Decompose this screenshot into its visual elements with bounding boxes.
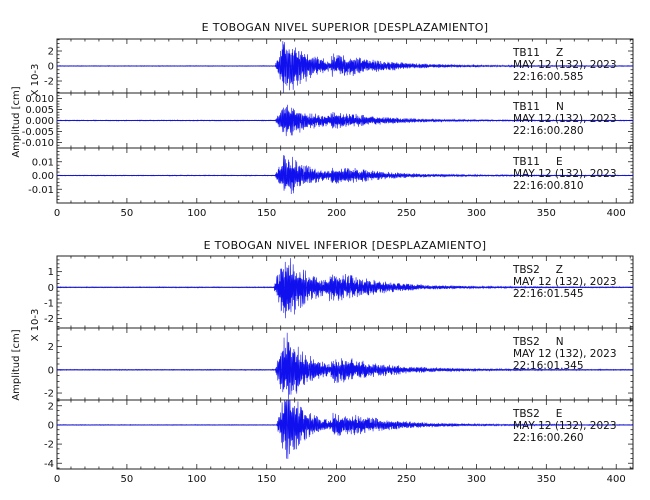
waveform-trace	[56, 258, 634, 319]
y-tick-label: 0	[48, 62, 54, 73]
x-tick-label: 0	[54, 208, 60, 219]
y-tick-label: 0.010	[25, 94, 54, 105]
y-tick-label: -2	[44, 314, 54, 325]
x-tick-label: 300	[467, 474, 486, 485]
y-scale-factor: X 10-3	[30, 64, 41, 97]
y-tick-label: -0.005	[22, 127, 54, 138]
y-tick-label: 2	[48, 401, 54, 412]
trace-time: 22:16:00.280	[513, 125, 584, 137]
y-tick-label: 0	[48, 420, 54, 431]
trace-date: MAY 12 (132), 2023	[513, 59, 617, 71]
y-tick-label: -4	[44, 459, 54, 470]
y-tick-label: -2	[44, 389, 54, 400]
trace-date: MAY 12 (132), 2023	[513, 420, 617, 432]
figure-2: E TOBOGAN NIVEL INFERIOR [DESPLAZAMIENTO…	[11, 239, 634, 485]
trace-time: 22:16:00.585	[513, 71, 584, 83]
y-tick-label: -1	[44, 298, 54, 309]
y-tick-label: 0	[48, 365, 54, 376]
figure-title: E TOBOGAN NIVEL INFERIOR [DESPLAZAMIENTO…	[204, 239, 487, 252]
y-tick-label: 0.005	[25, 105, 54, 116]
trace-time: 22:16:00.810	[513, 180, 584, 192]
waveform-trace	[56, 41, 634, 93]
waveform-trace	[56, 155, 634, 194]
y-scale-factor: X 10-3	[30, 309, 41, 342]
station-component-label: TBS2 N	[512, 336, 564, 348]
y-tick-label: -0.010	[22, 138, 54, 149]
component-code: Z	[556, 264, 563, 276]
station-code: TBS2	[512, 336, 540, 348]
waveform-trace	[56, 400, 634, 459]
trace-date: MAY 12 (132), 2023	[513, 168, 617, 180]
component-code: Z	[556, 47, 563, 59]
x-tick-label: 350	[537, 474, 556, 485]
trace-time: 22:16:01.345	[513, 360, 584, 372]
y-axis-label: Amplitud [cm]	[11, 329, 22, 400]
trace-date: MAY 12 (132), 2023	[513, 113, 617, 125]
station-code: TBS2	[512, 408, 540, 420]
station-component-label: TBS2 E	[512, 408, 562, 420]
x-tick-label: 250	[397, 474, 416, 485]
trace-date: MAY 12 (132), 2023	[513, 276, 617, 288]
trace-time: 22:16:00.260	[513, 432, 584, 444]
waveform-trace	[56, 332, 634, 400]
x-tick-label: 300	[467, 208, 486, 219]
y-tick-label: 0.000	[25, 116, 54, 127]
x-tick-label: 200	[327, 208, 346, 219]
y-tick-label: 1	[48, 267, 54, 278]
y-tick-label: 0.00	[32, 171, 54, 182]
figure-1: E TOBOGAN NIVEL SUPERIOR [DESPLAZAMIENTO…	[11, 21, 634, 219]
y-tick-label: -2	[44, 77, 54, 88]
component-code: N	[556, 101, 564, 113]
waveform-trace	[56, 104, 634, 137]
x-tick-label: 250	[397, 208, 416, 219]
trace-time: 22:16:01.545	[513, 288, 584, 300]
x-tick-label: 150	[257, 208, 276, 219]
station-component-label: TB11 Z	[512, 47, 563, 59]
station-component-label: TBS2 Z	[512, 264, 563, 276]
y-tick-label: 2	[48, 342, 54, 353]
y-tick-label: 0	[48, 283, 54, 294]
component-code: N	[556, 336, 564, 348]
x-tick-label: 0	[54, 474, 60, 485]
station-component-label: TB11 E	[512, 156, 563, 168]
station-component-label: TB11 N	[512, 101, 564, 113]
x-tick-label: 50	[121, 474, 134, 485]
station-code: TB11	[512, 101, 540, 113]
station-code: TBS2	[512, 264, 540, 276]
x-tick-label: 200	[327, 474, 346, 485]
y-tick-label: -2	[44, 440, 54, 451]
y-tick-label: 2	[48, 47, 54, 58]
y-axis-label: Amplitud [cm]	[11, 86, 22, 157]
x-tick-label: 50	[121, 208, 134, 219]
y-tick-label: 0.01	[32, 157, 54, 168]
station-code: TB11	[512, 156, 540, 168]
x-tick-label: 100	[187, 208, 206, 219]
component-code: E	[556, 408, 563, 420]
y-tick-label: -0.01	[28, 185, 54, 196]
x-tick-label: 400	[607, 474, 626, 485]
station-code: TB11	[512, 47, 540, 59]
component-code: E	[556, 156, 563, 168]
figure-title: E TOBOGAN NIVEL SUPERIOR [DESPLAZAMIENTO…	[202, 21, 489, 34]
x-tick-label: 350	[537, 208, 556, 219]
x-tick-label: 100	[187, 474, 206, 485]
x-tick-label: 150	[257, 474, 276, 485]
x-tick-label: 400	[607, 208, 626, 219]
trace-date: MAY 12 (132), 2023	[513, 348, 617, 360]
